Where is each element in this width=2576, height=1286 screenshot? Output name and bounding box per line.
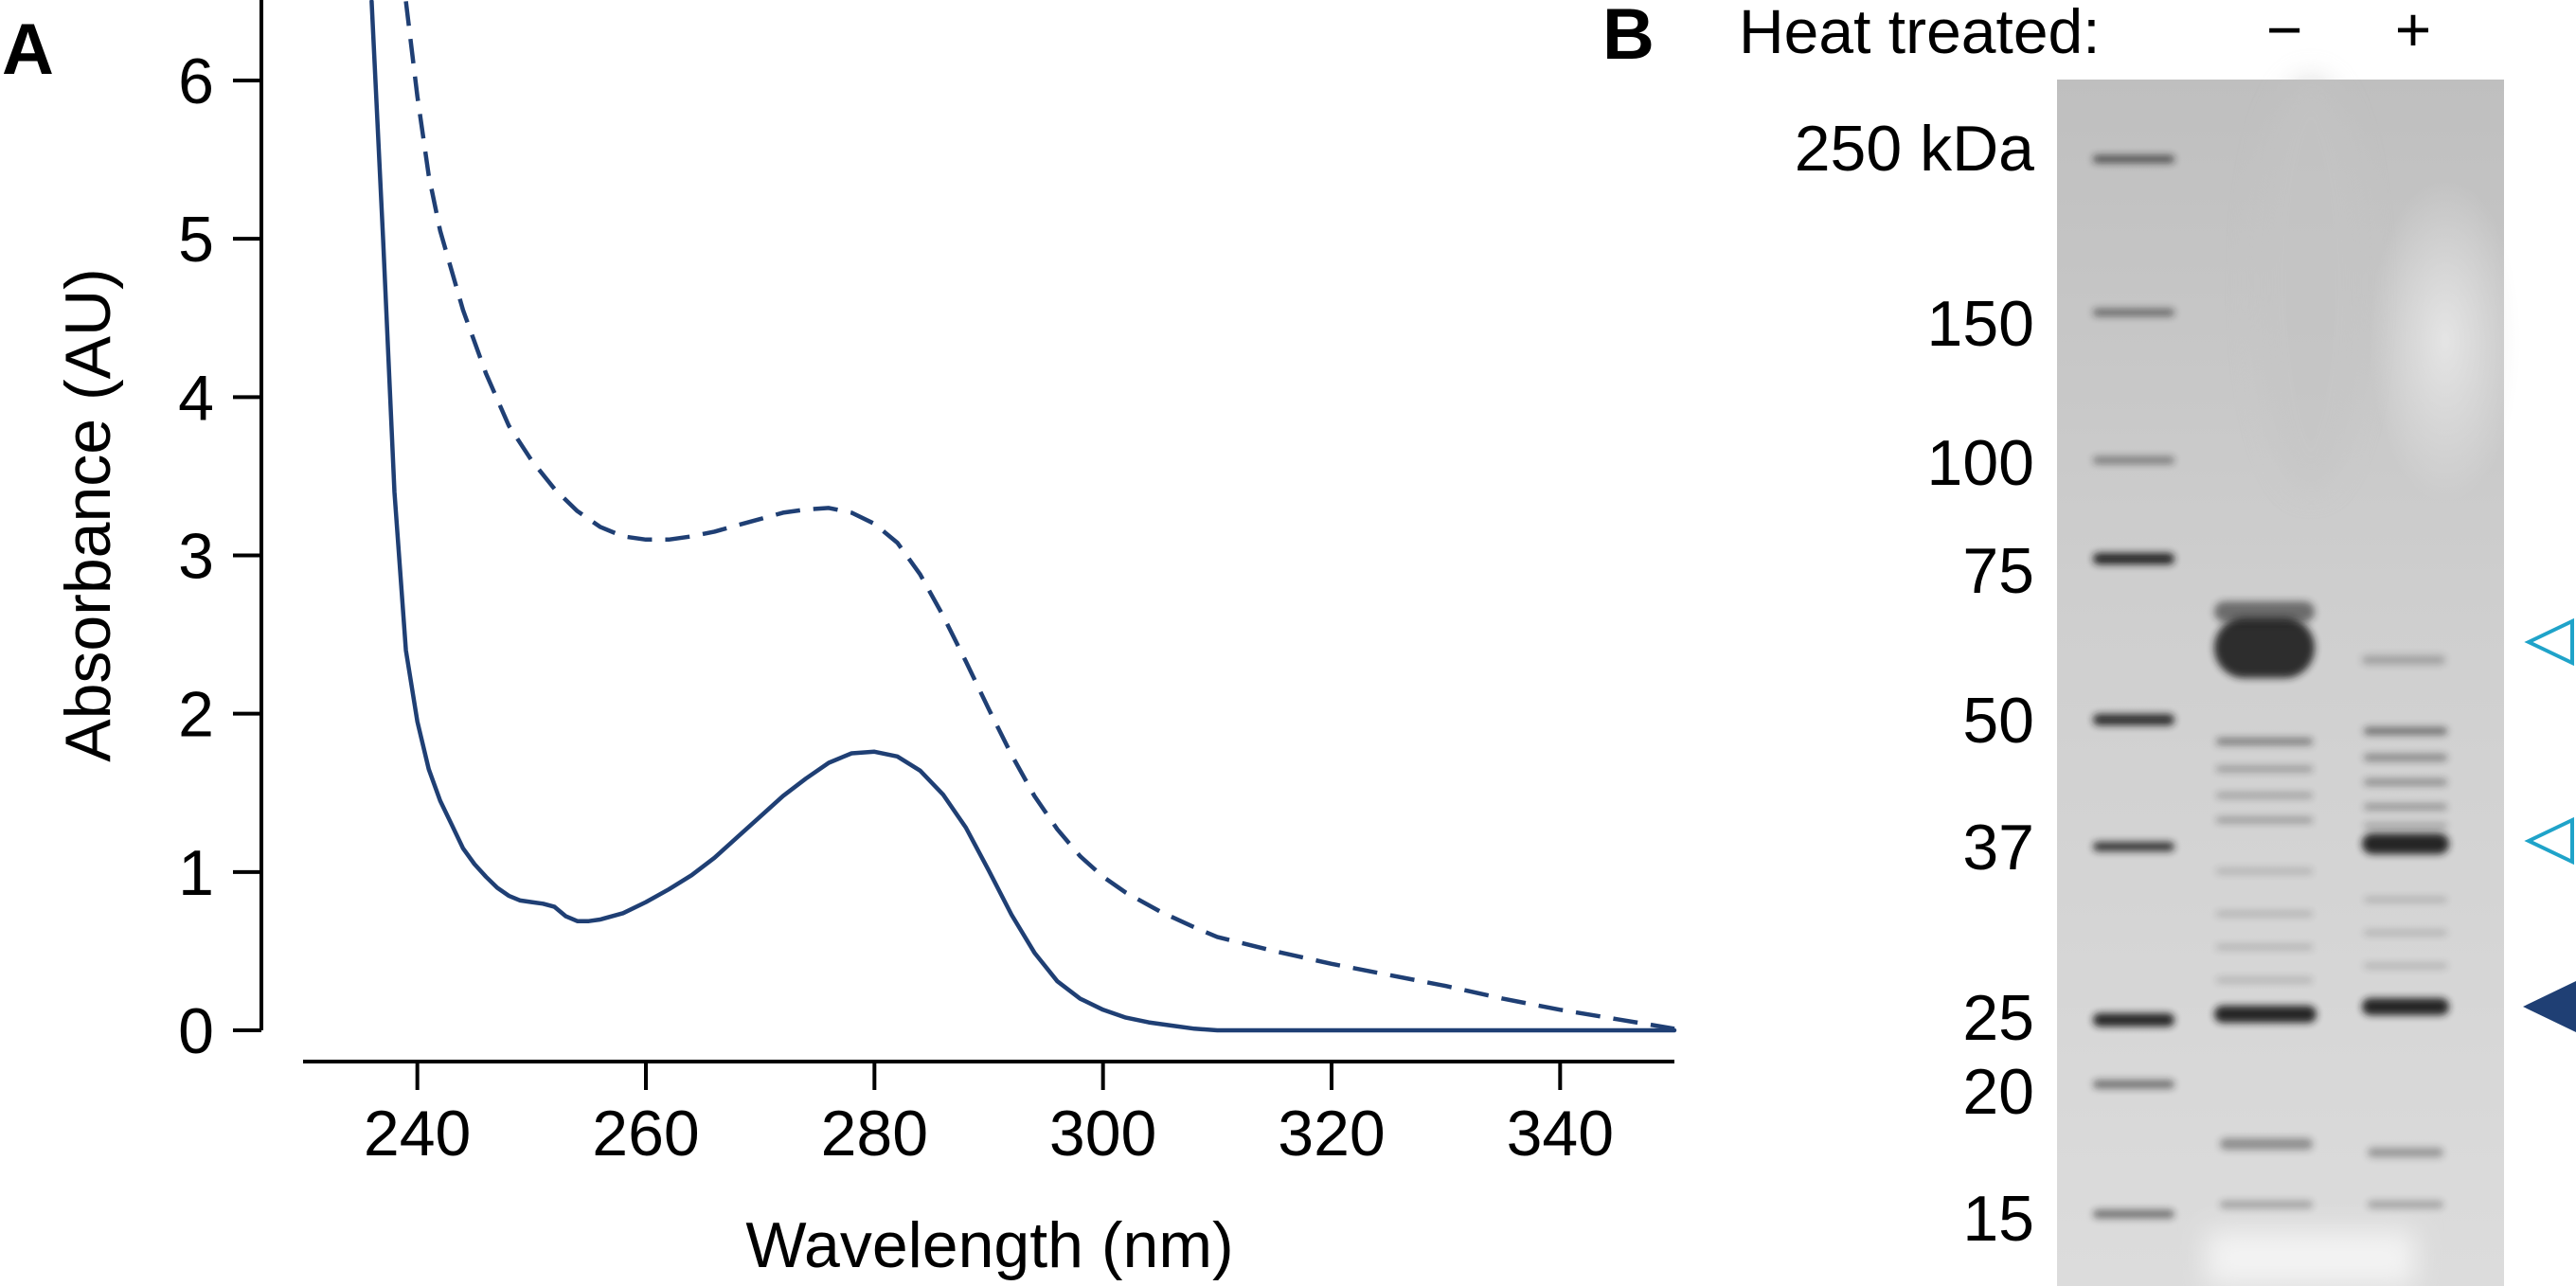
y-ticks: 0 1 2 3 4 5 6 <box>178 45 261 1067</box>
sample-band <box>2362 655 2445 665</box>
y-tick-label: 5 <box>178 204 214 276</box>
ladder-label-37: 37 <box>1962 812 2034 884</box>
x-tick-label: 280 <box>821 1098 928 1170</box>
sample-band <box>2214 1006 2317 1023</box>
y-tick-label: 1 <box>178 837 214 909</box>
x-tick-label: 300 <box>1049 1098 1156 1170</box>
chart-axes: 0 1 2 3 4 5 6 240 260 280 300 320 340 <box>178 0 1674 1170</box>
panel-b-label: B <box>1602 0 1655 75</box>
ladder-label-25: 25 <box>1962 982 2034 1054</box>
y-axis-label: Absorbance (AU) <box>52 268 124 762</box>
sample-band <box>2214 617 2315 678</box>
ladder-band <box>2093 553 2174 564</box>
open-arrowhead-upper <box>2524 617 2574 667</box>
sample-band <box>2220 1201 2313 1208</box>
open-arrowhead-middle <box>2524 816 2574 866</box>
ladder-band <box>2093 1013 2174 1027</box>
sample-band <box>2216 911 2313 917</box>
gel-bottom-glow <box>2207 1231 2415 1286</box>
sample-band <box>2362 998 2449 1015</box>
ladder-label-75: 75 <box>1962 535 2034 607</box>
ladder-band <box>2093 842 2174 851</box>
sample-band <box>2216 793 2313 798</box>
x-tick-label: 340 <box>1507 1098 1614 1170</box>
x-tick-label: 240 <box>364 1098 471 1170</box>
gel-smear <box>2254 76 2368 492</box>
sample-band <box>2364 754 2447 761</box>
ladder-label-100: 100 <box>1927 427 2034 499</box>
y-tick-label: 0 <box>178 995 214 1067</box>
panel-b: B Heat treated: − + 250 kDa 150 100 75 5… <box>1602 0 2576 1286</box>
sample-band <box>2364 823 2447 829</box>
ladder-band <box>2093 714 2174 725</box>
ladder-label-50: 50 <box>1962 685 2034 757</box>
lane-plus-label: + <box>2395 0 2432 64</box>
sample-band <box>2214 601 2315 622</box>
panel-a: A 0 1 2 3 4 5 6 240 260 280 300 320 340 Wavelength … <box>2 0 1677 1281</box>
sample-band <box>2364 803 2447 811</box>
panel-a-label: A <box>2 9 54 90</box>
sample-band <box>2364 897 2447 902</box>
y-tick-label: 2 <box>178 679 214 751</box>
heat-treated-label: Heat treated: <box>1739 0 2101 66</box>
sample-band <box>2362 833 2449 854</box>
sample-band <box>2368 1201 2443 1208</box>
sample-band <box>2216 868 2313 874</box>
y-tick-label: 3 <box>178 521 214 593</box>
sample-band <box>2216 738 2313 745</box>
sample-band <box>2364 778 2447 786</box>
y-tick-label: 6 <box>178 45 214 117</box>
ladder-band <box>2093 309 2174 316</box>
plot-area <box>369 0 1677 1033</box>
gel-smear <box>2370 180 2521 502</box>
x-tick-label: 320 <box>1278 1098 1385 1170</box>
sample-band <box>2364 727 2447 735</box>
series-line-solid <box>369 0 1677 1033</box>
sample-band <box>2220 1138 2313 1150</box>
ladder-band <box>2093 155 2174 163</box>
ladder-label-15: 15 <box>1962 1183 2034 1255</box>
gel-image <box>2057 76 2521 1286</box>
ladder-band <box>2093 456 2174 464</box>
gel-bands <box>2093 155 2449 1219</box>
sample-band <box>2216 977 2313 983</box>
ladder-label-250: 250 kDa <box>1795 113 2034 185</box>
ladder-label-150: 150 <box>1927 288 2034 360</box>
sample-band <box>2216 944 2313 950</box>
x-tick-label: 260 <box>592 1098 699 1170</box>
sample-band <box>2216 817 2313 823</box>
ladder-band <box>2093 1080 2174 1089</box>
sample-band <box>2216 766 2313 772</box>
sample-band <box>2364 963 2447 969</box>
filled-arrowhead-lower <box>2523 981 2576 1032</box>
x-axis-label: Wavelength (nm) <box>745 1209 1233 1281</box>
y-tick-label: 4 <box>178 362 214 434</box>
ladder-band <box>2093 1209 2174 1219</box>
x-ticks: 240 260 280 300 320 340 <box>364 1062 1614 1170</box>
sample-band <box>2368 1148 2443 1157</box>
lane-minus-label: − <box>2266 0 2303 64</box>
ladder-label-20: 20 <box>1962 1056 2034 1128</box>
series-line-dashed <box>403 1 1675 1031</box>
sample-band <box>2364 930 2447 936</box>
